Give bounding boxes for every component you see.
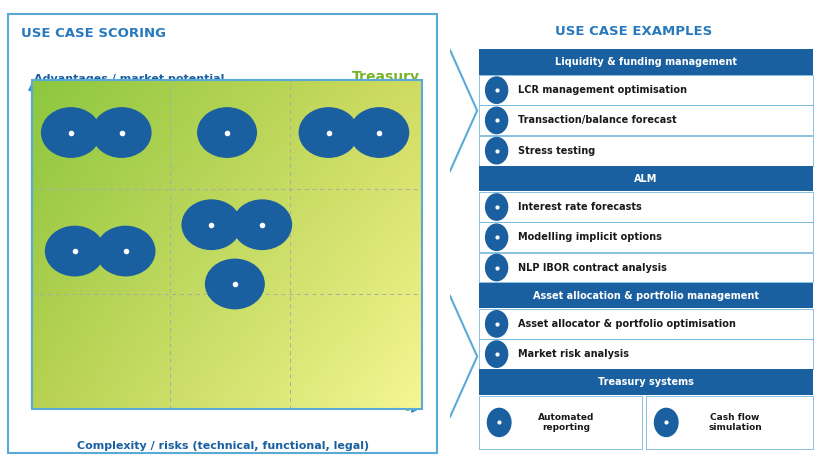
Text: Treasury: Treasury	[352, 70, 420, 84]
Circle shape	[233, 200, 291, 249]
Circle shape	[41, 108, 100, 157]
Text: low: low	[36, 401, 54, 411]
Text: Liquidity & funding management: Liquidity & funding management	[555, 57, 737, 67]
Circle shape	[486, 137, 507, 164]
FancyBboxPatch shape	[479, 106, 813, 135]
Text: LCR management optimisation: LCR management optimisation	[517, 85, 686, 95]
FancyBboxPatch shape	[479, 283, 813, 308]
Text: Stress testing: Stress testing	[517, 146, 595, 156]
Circle shape	[45, 226, 104, 276]
Text: USE CASE SCORING: USE CASE SCORING	[21, 27, 166, 40]
Text: NLP IBOR contract analysis: NLP IBOR contract analysis	[517, 262, 667, 273]
Circle shape	[92, 108, 151, 157]
FancyBboxPatch shape	[479, 192, 813, 222]
Text: Advantages / market potential: Advantages / market potential	[34, 74, 224, 84]
Text: Interest rate forecasts: Interest rate forecasts	[517, 202, 641, 212]
FancyBboxPatch shape	[479, 75, 813, 105]
Text: Treasury systems: Treasury systems	[598, 377, 694, 387]
Circle shape	[182, 200, 241, 249]
Circle shape	[198, 108, 257, 157]
Circle shape	[488, 408, 511, 437]
Text: Modelling implicit options: Modelling implicit options	[517, 232, 662, 242]
FancyBboxPatch shape	[479, 222, 813, 252]
Text: Automated
reporting: Automated reporting	[538, 413, 594, 432]
Circle shape	[486, 107, 507, 134]
FancyBboxPatch shape	[479, 166, 813, 191]
FancyBboxPatch shape	[479, 49, 813, 75]
FancyBboxPatch shape	[479, 253, 813, 283]
FancyBboxPatch shape	[479, 396, 643, 449]
Circle shape	[350, 108, 408, 157]
FancyBboxPatch shape	[479, 136, 813, 166]
Text: Asset allocator & portfolio optimisation: Asset allocator & portfolio optimisation	[517, 319, 735, 329]
FancyBboxPatch shape	[479, 309, 813, 339]
Circle shape	[486, 255, 507, 281]
FancyBboxPatch shape	[479, 339, 813, 369]
Text: USE CASE EXAMPLES: USE CASE EXAMPLES	[554, 25, 712, 38]
Circle shape	[486, 311, 507, 337]
Text: high: high	[395, 401, 418, 411]
Circle shape	[486, 224, 507, 250]
Circle shape	[486, 194, 507, 220]
Text: Cash flow
simulation: Cash flow simulation	[708, 413, 762, 432]
Text: ALM: ALM	[634, 174, 658, 184]
Circle shape	[654, 408, 678, 437]
Text: Asset allocation & portfolio management: Asset allocation & portfolio management	[533, 290, 759, 301]
Text: Complexity / risks (technical, functional, legal): Complexity / risks (technical, functiona…	[77, 441, 369, 451]
FancyBboxPatch shape	[479, 369, 813, 395]
Text: Market risk analysis: Market risk analysis	[517, 349, 629, 359]
Text: Transaction/balance forecast: Transaction/balance forecast	[517, 115, 676, 126]
Circle shape	[486, 77, 507, 103]
Circle shape	[205, 259, 264, 309]
FancyBboxPatch shape	[646, 396, 813, 449]
Circle shape	[486, 341, 507, 368]
Circle shape	[97, 226, 155, 276]
Circle shape	[299, 108, 358, 157]
